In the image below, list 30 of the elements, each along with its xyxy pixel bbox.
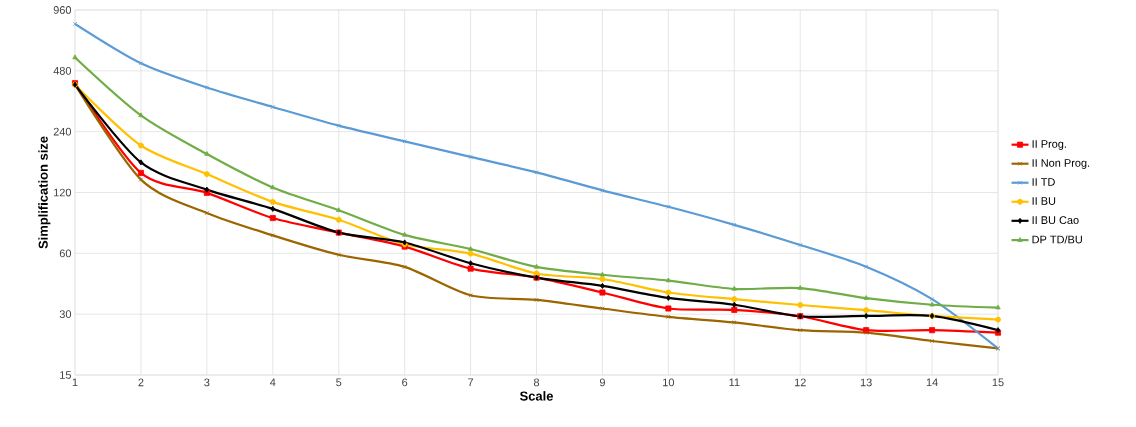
x-tick-label: 11 <box>729 378 740 387</box>
x-tick-label: 12 <box>794 378 806 387</box>
y-tick-label: 60 <box>59 249 72 258</box>
legend-label: II BU Cao <box>1032 216 1079 225</box>
x-tick-label: 10 <box>663 378 675 387</box>
y-tick-label: 240 <box>53 127 72 136</box>
x-tick-label: 1 <box>72 378 78 387</box>
x-tick-label: 14 <box>926 378 938 387</box>
x-tick-label: 2 <box>138 378 144 387</box>
y-tick-label: 30 <box>59 310 72 319</box>
y-tick-label: 960 <box>53 6 72 14</box>
legend-label: II Non Prog. <box>1032 159 1090 169</box>
x-tick-label: 5 <box>336 378 342 387</box>
legend-label: II Prog. <box>1032 140 1066 150</box>
y-tick-label: 120 <box>54 188 72 197</box>
y-tick-label: 15 <box>60 371 72 379</box>
x-axis-title: Scale <box>519 391 553 401</box>
x-tick-label: 8 <box>533 378 540 387</box>
legend-label: II TD <box>1032 178 1055 186</box>
x-tick-label: 3 <box>204 378 210 387</box>
y-tick-label: 480 <box>53 66 72 75</box>
x-tick-label: 6 <box>402 378 408 387</box>
x-tick-label: 15 <box>992 378 1004 387</box>
x-tick-label: 7 <box>468 378 474 387</box>
legend-label: DP TD/BU <box>1032 235 1082 244</box>
legend-label: II BU <box>1032 197 1056 205</box>
x-tick-label: 13 <box>860 378 872 387</box>
y-axis-title: Simplification size <box>38 136 51 249</box>
x-tick-label: 4 <box>269 378 276 387</box>
x-tick-label: 9 <box>599 378 605 387</box>
